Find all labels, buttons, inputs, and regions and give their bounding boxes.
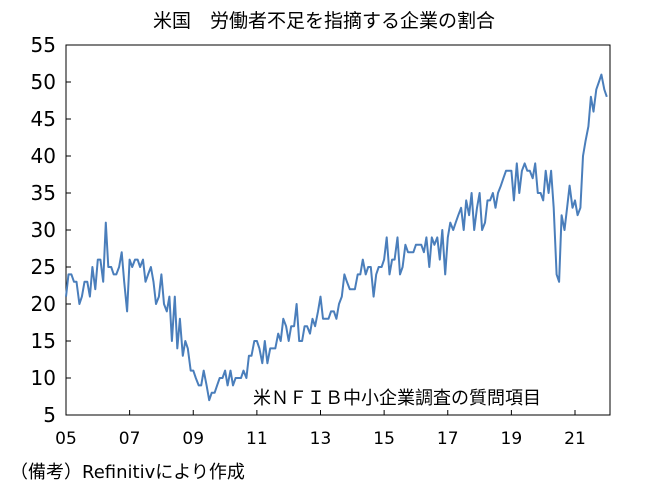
y-tick-label: 55	[31, 33, 56, 57]
x-tick-label: 17	[437, 429, 459, 449]
y-tick-label: 40	[31, 144, 56, 168]
series-line	[65, 73, 608, 402]
y-tick-label: 5	[43, 403, 56, 427]
x-tick-label: 07	[119, 429, 141, 449]
plot-area-frame	[65, 44, 611, 416]
x-tick-label: 11	[246, 429, 268, 449]
y-tick-label: 50	[31, 70, 56, 94]
x-tick-label: 13	[310, 429, 332, 449]
x-tick-label: 09	[182, 429, 204, 449]
y-tick-label: 35	[31, 181, 56, 205]
y-tick-label: 20	[31, 292, 56, 316]
chart-title: 米国 労働者不足を指摘する企業の割合	[152, 10, 495, 32]
y-tick-label: 45	[31, 107, 56, 131]
y-tick-label: 10	[31, 366, 56, 390]
x-tick-label: 15	[373, 429, 395, 449]
chart-annotation: 米ＮＦＩＢ中小企業調査の質問項目	[253, 388, 541, 409]
x-axis: 05 07 09 11 13 15 17 19 21	[55, 410, 586, 449]
y-tick-label: 15	[31, 329, 56, 353]
source-note: （備考）Refinitivにより作成	[10, 462, 245, 483]
x-tick-label: 19	[501, 429, 523, 449]
y-axis: 5 10 15 20 25 30 35 40 45 50 55	[31, 33, 71, 427]
x-tick-label: 05	[55, 429, 77, 449]
y-tick-label: 25	[31, 255, 56, 279]
x-tick-label: 21	[564, 429, 586, 449]
y-tick-label: 30	[31, 218, 56, 242]
